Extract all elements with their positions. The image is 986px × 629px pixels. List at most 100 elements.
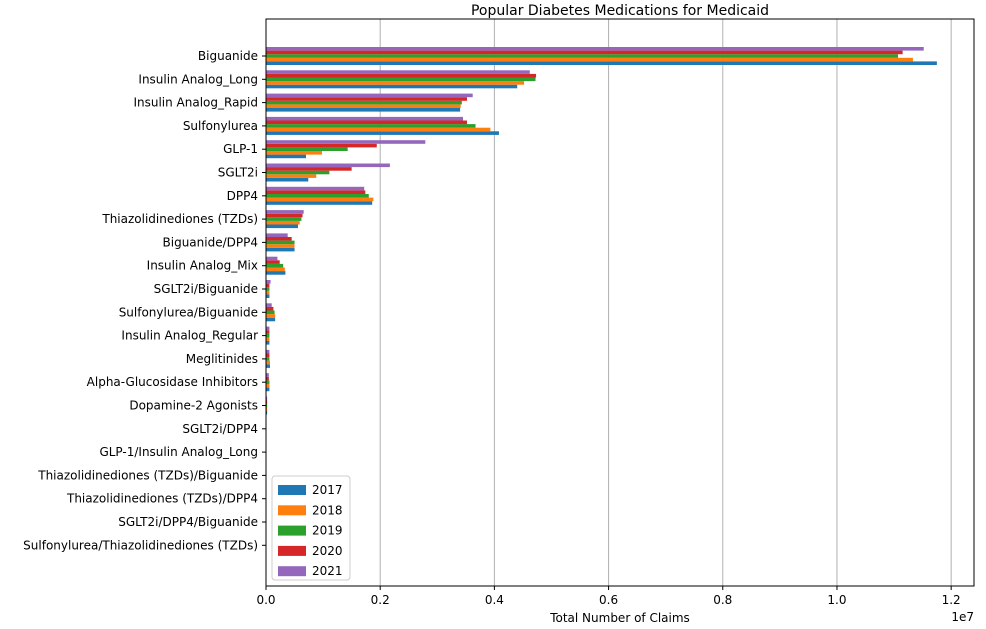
y-tick-label: Biguanide bbox=[198, 49, 258, 63]
legend-swatch bbox=[278, 505, 306, 516]
x-axis-scale-label: 1e7 bbox=[951, 610, 974, 624]
y-tick-label: Thiazolidinediones (TZDs)/DPP4 bbox=[66, 492, 258, 506]
bar bbox=[266, 263, 284, 268]
bar bbox=[266, 120, 467, 125]
bar bbox=[266, 73, 537, 78]
bar bbox=[266, 376, 269, 381]
bar bbox=[266, 341, 270, 345]
bar bbox=[266, 349, 270, 354]
bar bbox=[266, 50, 903, 55]
bar bbox=[266, 237, 292, 241]
legend-label: 2021 bbox=[312, 564, 343, 578]
bar bbox=[266, 163, 390, 168]
bar bbox=[266, 260, 280, 264]
y-tick-label: Thiazolidinediones (TZDs) bbox=[101, 212, 258, 226]
bar bbox=[266, 330, 270, 334]
bar bbox=[266, 303, 272, 307]
bar bbox=[266, 127, 491, 132]
legend-swatch bbox=[278, 485, 306, 495]
bar bbox=[266, 384, 270, 388]
y-tick-label: Alpha-Glucosidase Inhibitors bbox=[87, 375, 258, 389]
y-tick-label: Sulfonylurea bbox=[183, 119, 258, 133]
bar bbox=[266, 116, 463, 121]
bar bbox=[266, 124, 476, 128]
x-tick-label: 0.4 bbox=[485, 593, 504, 607]
bar bbox=[266, 97, 467, 101]
bar bbox=[266, 47, 924, 51]
y-tick-label: SGLT2i/Biguanide bbox=[154, 282, 258, 296]
bar bbox=[266, 54, 899, 58]
bar bbox=[266, 267, 285, 272]
legend-label: 2018 bbox=[312, 503, 343, 517]
legend: 2017 2018 2019 2020 2021 bbox=[271, 475, 351, 581]
bar bbox=[266, 213, 303, 218]
bar bbox=[266, 224, 298, 229]
y-tick-label: Insulin Analog_Mix bbox=[147, 259, 258, 273]
y-tick-label: Sulfonylurea/Thiazolidinediones (TZDs) bbox=[23, 538, 258, 552]
bar bbox=[266, 271, 286, 275]
bar bbox=[266, 93, 473, 98]
bar bbox=[266, 317, 276, 322]
y-tick-label: Insulin Analog_Rapid bbox=[133, 96, 258, 110]
bar bbox=[266, 373, 269, 377]
bar bbox=[266, 104, 461, 108]
bar bbox=[266, 143, 377, 148]
bar bbox=[266, 400, 268, 404]
bar bbox=[266, 407, 268, 411]
bar bbox=[266, 220, 300, 225]
y-tick-label: Insulin Analog_Long bbox=[138, 72, 258, 86]
bar bbox=[266, 84, 518, 89]
bar bbox=[266, 410, 268, 415]
bar bbox=[266, 186, 365, 191]
bar bbox=[266, 210, 304, 214]
chart-title: Popular Diabetes Medications for Medicai… bbox=[471, 3, 769, 19]
legend-label: 2019 bbox=[312, 524, 343, 538]
y-tick-label: GLP-1/Insulin Analog_Long bbox=[99, 445, 258, 459]
y-tick-label: Biguanide/DPP4 bbox=[163, 235, 258, 249]
bar bbox=[266, 61, 937, 65]
bar bbox=[266, 190, 366, 194]
bar bbox=[266, 201, 373, 205]
bar bbox=[266, 100, 462, 105]
bar bbox=[266, 81, 525, 85]
bar bbox=[266, 147, 348, 151]
bar bbox=[266, 194, 369, 198]
bar bbox=[266, 154, 306, 159]
y-tick-label: SGLT2i bbox=[218, 166, 258, 180]
bar bbox=[266, 131, 499, 135]
bar bbox=[266, 170, 330, 175]
y-tick-label: Dopamine-2 Agonists bbox=[129, 399, 258, 413]
bar bbox=[266, 77, 536, 82]
y-tick-label: SGLT2i/DPP4 bbox=[182, 422, 258, 436]
bar bbox=[266, 217, 302, 221]
bar bbox=[266, 380, 270, 384]
bar bbox=[266, 283, 270, 288]
bar bbox=[266, 233, 288, 237]
y-tick-label: Sulfonylurea/Biguanide bbox=[119, 305, 258, 319]
bar bbox=[266, 364, 270, 368]
legend-swatch bbox=[278, 525, 306, 536]
y-tick-label: Thiazolidinediones (TZDs)/Biguanide bbox=[37, 468, 258, 482]
bar bbox=[266, 244, 295, 248]
bars bbox=[266, 47, 937, 555]
legend-swatch bbox=[278, 545, 306, 556]
bar bbox=[266, 256, 278, 261]
x-tick-label: 1.0 bbox=[827, 593, 846, 607]
legend-label: 2020 bbox=[312, 544, 343, 558]
y-axis-ticks: Biguanide Insulin Analog_Long Insulin Anal… bbox=[23, 49, 266, 552]
legend-label: 2017 bbox=[312, 483, 343, 497]
bar bbox=[266, 337, 270, 341]
x-tick-label: 1.2 bbox=[942, 593, 961, 607]
bar bbox=[266, 108, 461, 112]
bar bbox=[266, 240, 295, 245]
bar bbox=[266, 247, 295, 252]
x-tick-label: 0.0 bbox=[256, 593, 275, 607]
x-axis-label: Total Number of Claims bbox=[549, 611, 690, 625]
bar bbox=[266, 314, 276, 318]
y-tick-label: Meglitinides bbox=[186, 352, 258, 366]
bar bbox=[266, 357, 270, 361]
bar bbox=[266, 387, 270, 392]
bar bbox=[266, 306, 274, 311]
bar bbox=[266, 403, 268, 408]
x-tick-label: 0.8 bbox=[713, 593, 732, 607]
